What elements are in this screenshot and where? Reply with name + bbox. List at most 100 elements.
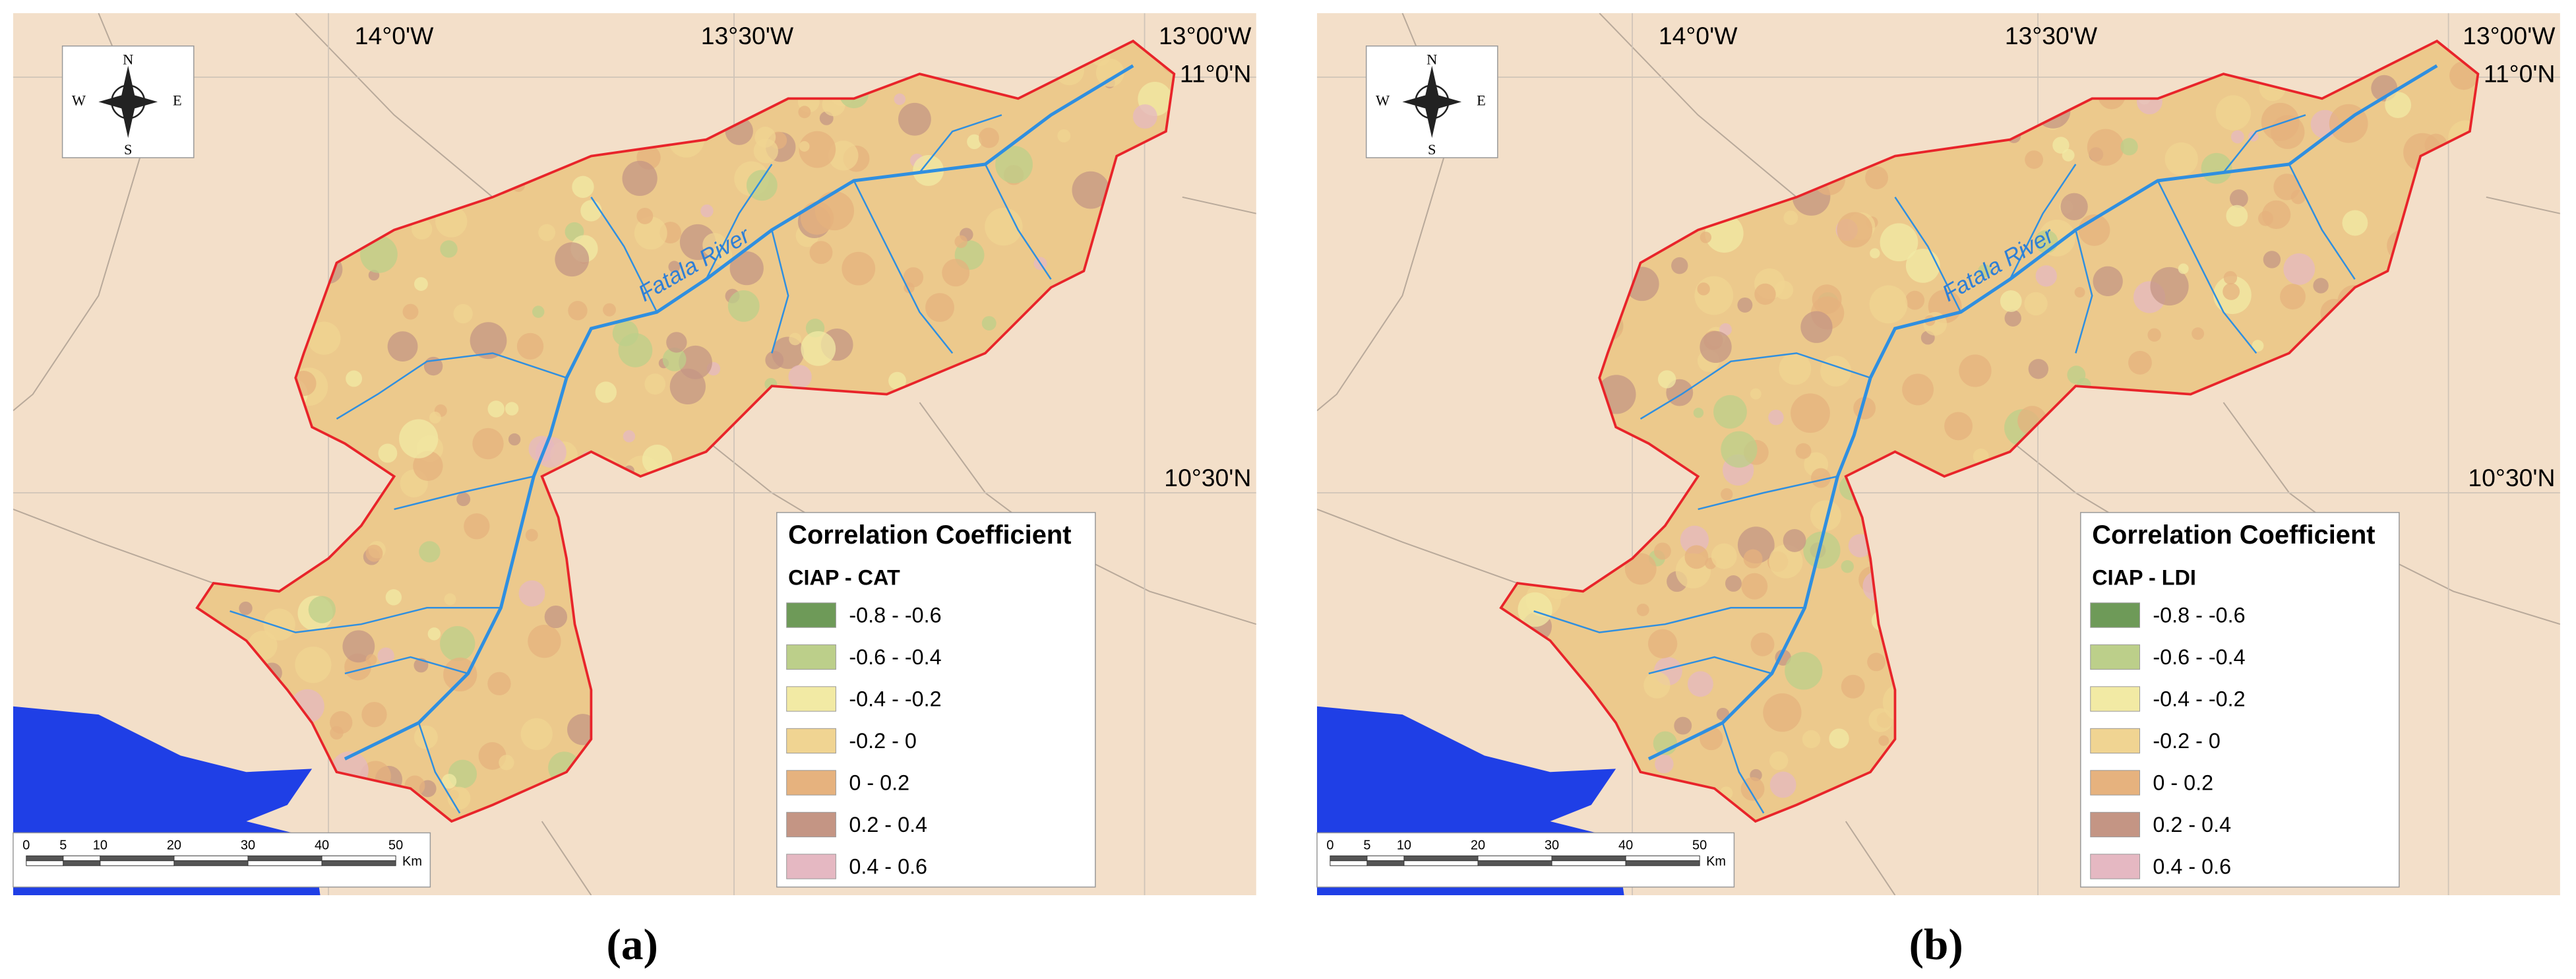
patch	[898, 102, 931, 136]
patch	[595, 381, 617, 403]
legend-label: -0.4 - -0.2	[2153, 687, 2245, 711]
patch	[580, 200, 602, 222]
legend-swatch	[2090, 728, 2140, 754]
scale-label: 40	[1618, 838, 1633, 852]
scale-segment	[1366, 860, 1405, 866]
patch	[1743, 549, 1763, 569]
patch	[2120, 138, 2138, 156]
patch	[2024, 292, 2048, 316]
legend-swatch	[786, 728, 836, 754]
patch	[809, 241, 833, 265]
patch	[1693, 408, 1704, 418]
patch	[828, 141, 859, 171]
longitude-label: 13°30'W	[701, 22, 794, 49]
patch	[727, 290, 760, 322]
patch	[1750, 388, 1762, 400]
river	[1533, 607, 1805, 633]
legend-swatch	[2090, 770, 2140, 796]
patch	[365, 654, 377, 666]
longitude-label: 14°0'W	[1659, 22, 1738, 49]
patch	[411, 218, 433, 240]
legend-swatch	[786, 602, 836, 628]
patch	[1869, 285, 1908, 324]
river	[853, 180, 954, 354]
legend-swatch	[2090, 602, 2140, 628]
patch	[2025, 150, 2044, 169]
scale-segment	[1625, 860, 1700, 866]
patch	[419, 541, 441, 563]
patch	[1837, 212, 1873, 248]
patch	[942, 259, 970, 287]
patch	[1655, 754, 1674, 774]
patch	[456, 492, 471, 507]
patch	[377, 647, 394, 664]
patch	[1880, 223, 1918, 262]
patch	[2342, 210, 2368, 236]
compass-letter: N	[123, 51, 133, 67]
scale-segment	[1477, 855, 1552, 862]
patch	[2201, 152, 2232, 184]
patch	[1657, 370, 1676, 389]
panel-caption: (a)	[606, 920, 658, 969]
legend-label: 0.2 - 0.4	[849, 813, 927, 837]
patch	[894, 93, 905, 106]
patch	[505, 402, 519, 416]
patch	[2164, 142, 2198, 176]
patch	[518, 580, 545, 607]
patch	[346, 370, 363, 387]
legend-swatch	[2090, 686, 2140, 712]
river	[590, 197, 658, 313]
legend-label: 0.4 - 0.6	[2153, 855, 2231, 879]
patch	[2283, 253, 2315, 285]
basin	[197, 41, 1175, 821]
patch	[2150, 267, 2189, 306]
patch	[1810, 468, 1831, 488]
legend-swatch	[2090, 854, 2140, 879]
patch	[1820, 356, 1851, 387]
legend-subtitle: CIAP - CAT	[788, 565, 900, 589]
patch	[2062, 148, 2075, 162]
river	[2288, 164, 2356, 280]
patch	[1674, 716, 1692, 735]
scale-label: 30	[1545, 838, 1559, 852]
patch	[2093, 266, 2123, 296]
longitude-label: 13°00'W	[2463, 22, 2556, 49]
patch	[618, 332, 653, 367]
patch	[516, 332, 544, 360]
patch	[1795, 443, 1812, 459]
patch	[1768, 410, 1784, 426]
legend-label: -0.6 - -0.4	[849, 645, 941, 669]
legend-label: -0.6 - -0.4	[2153, 645, 2245, 669]
river	[919, 114, 1002, 174]
patch	[2223, 283, 2240, 300]
patch	[1841, 674, 1865, 699]
scale-label: 20	[1471, 838, 1485, 852]
patch	[1867, 652, 1886, 672]
patch	[1905, 290, 1925, 310]
compass-rose	[1402, 65, 1462, 139]
compass-letter: E	[1477, 92, 1486, 109]
patch	[440, 240, 458, 258]
panel-caption: (b)	[1909, 920, 1963, 969]
patch	[801, 331, 836, 366]
river	[417, 722, 461, 814]
patch	[2385, 92, 2412, 119]
river	[705, 164, 773, 280]
patch	[799, 141, 810, 152]
patch	[2230, 130, 2244, 144]
patch	[487, 400, 505, 418]
patch	[1779, 352, 1812, 385]
scale-segment	[26, 855, 64, 862]
patch	[634, 216, 667, 250]
patch	[1841, 560, 1854, 573]
patch	[729, 251, 764, 286]
patch	[520, 718, 553, 750]
legend-label: 0 - 0.2	[849, 771, 909, 795]
scale-label: 50	[388, 838, 403, 852]
patch	[1697, 282, 1710, 296]
river	[771, 230, 789, 354]
patch	[1802, 730, 1821, 749]
patch	[1684, 545, 1709, 569]
scale-label: 5	[59, 838, 67, 852]
legend-swatch	[786, 811, 836, 838]
